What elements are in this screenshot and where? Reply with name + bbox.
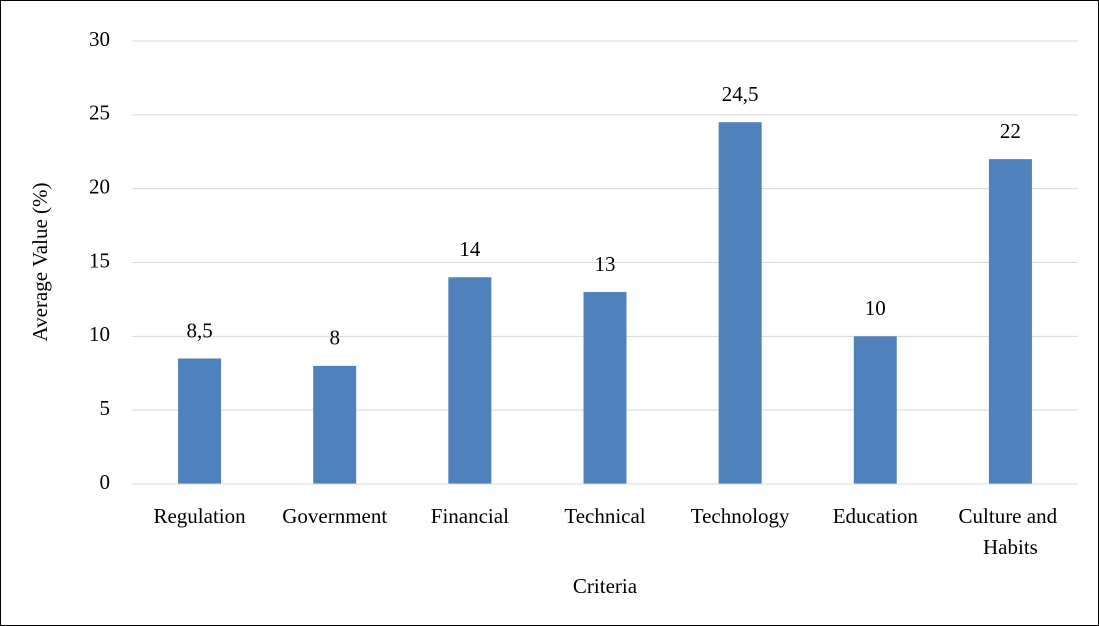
bar	[178, 358, 222, 484]
bar	[853, 336, 897, 484]
data-label: 14	[459, 237, 481, 261]
x-axis-title: Criteria	[573, 574, 638, 598]
bar	[718, 122, 762, 484]
x-tick-label: Financial	[431, 504, 509, 528]
data-label: 22	[1000, 119, 1021, 143]
data-label: 8,5	[186, 318, 212, 342]
data-label: 8	[329, 326, 340, 350]
y-tick-label: 15	[89, 248, 110, 272]
data-label: 13	[595, 252, 616, 276]
x-tick-label: Technical	[564, 504, 645, 528]
y-axis-title: Average Value (%)	[28, 183, 52, 342]
x-tick-label: Culture and Habits	[959, 504, 1063, 559]
bar	[448, 277, 492, 484]
data-label: 24,5	[722, 82, 759, 106]
y-tick-label: 30	[89, 27, 110, 51]
bar	[988, 159, 1032, 484]
x-tick-label: Technology	[691, 504, 790, 528]
y-tick-label: 5	[100, 396, 111, 420]
bar	[583, 292, 627, 484]
data-label: 10	[865, 296, 886, 320]
y-tick-label: 25	[89, 101, 110, 125]
bar	[313, 365, 357, 484]
x-tick-label: Education	[833, 504, 919, 528]
x-tick-label: Regulation	[153, 504, 246, 528]
x-tick-label: Government	[282, 504, 387, 528]
y-tick-label: 10	[89, 322, 110, 346]
y-tick-label: 0	[100, 470, 111, 494]
y-tick-label: 20	[89, 174, 110, 198]
